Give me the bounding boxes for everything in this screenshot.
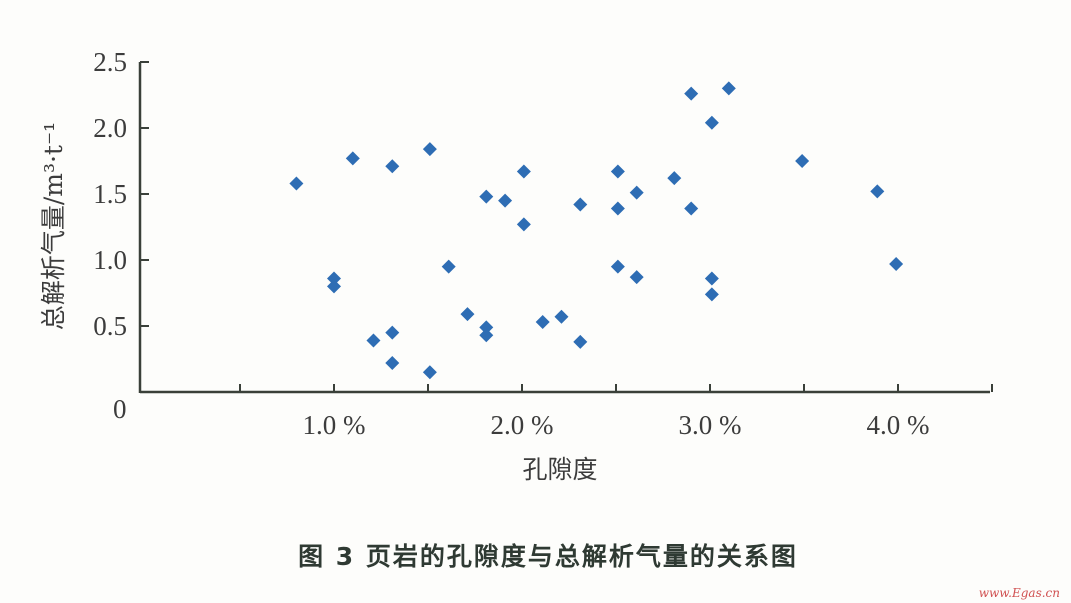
data-point: [422, 142, 437, 157]
data-point: [327, 279, 341, 294]
data-point: [498, 193, 513, 208]
data-point: [573, 334, 588, 349]
x-tick-label: 2.0 %: [491, 410, 554, 440]
data-point: [870, 184, 885, 199]
data-point: [704, 115, 719, 130]
data-point: [345, 151, 360, 166]
data-point: [554, 309, 569, 324]
data-points: [289, 81, 904, 380]
y-tick-label: 1.0: [93, 245, 127, 275]
data-point: [479, 189, 494, 204]
data-point: [684, 201, 699, 216]
watermark: www.Egas.cn: [979, 586, 1060, 600]
data-point: [535, 315, 550, 330]
data-point: [704, 271, 719, 286]
data-point: [610, 259, 625, 274]
data-point: [422, 365, 437, 380]
y-axis-label: 总解析气量/m³·t⁻¹: [39, 122, 68, 330]
y-tick-label: 1.5: [93, 179, 127, 209]
data-point: [704, 287, 719, 302]
data-point: [629, 270, 644, 285]
data-point: [516, 217, 531, 232]
data-point: [629, 185, 644, 200]
data-point: [516, 164, 531, 179]
data-point: [441, 259, 456, 274]
data-point: [889, 256, 904, 271]
x-tick-label: 3.0 %: [679, 410, 742, 440]
data-point: [289, 176, 304, 191]
data-point: [385, 355, 400, 370]
data-point: [684, 86, 699, 101]
data-point: [610, 201, 625, 216]
data-point: [573, 197, 588, 212]
data-point: [667, 171, 682, 186]
axes: 1.0 % 2.0 % 3.0 % 4.0 % 0.5 1.0 1.5 2.0 2.5: [93, 47, 993, 440]
y-tick-label: 2.5: [93, 47, 127, 77]
x-axis-label: 孔隙度: [522, 455, 597, 484]
data-point: [460, 307, 475, 322]
data-point: [385, 159, 400, 174]
x-tick-label: 4.0 %: [867, 410, 930, 440]
data-point: [795, 154, 810, 168]
data-point: [721, 81, 736, 96]
data-point: [366, 333, 381, 348]
y-tick-label: 2.0: [93, 113, 127, 143]
data-point: [385, 325, 400, 340]
data-point: [479, 320, 494, 335]
data-point: [610, 164, 625, 179]
y-tick-label: 0.5: [93, 311, 127, 341]
origin-label: 0: [113, 394, 127, 424]
data-point: [479, 328, 494, 343]
figure-caption: 图 3 页岩的孔隙度与总解析气量的关系图: [298, 542, 798, 571]
x-tick-label: 1.0 %: [303, 410, 366, 440]
data-point: [327, 271, 341, 286]
